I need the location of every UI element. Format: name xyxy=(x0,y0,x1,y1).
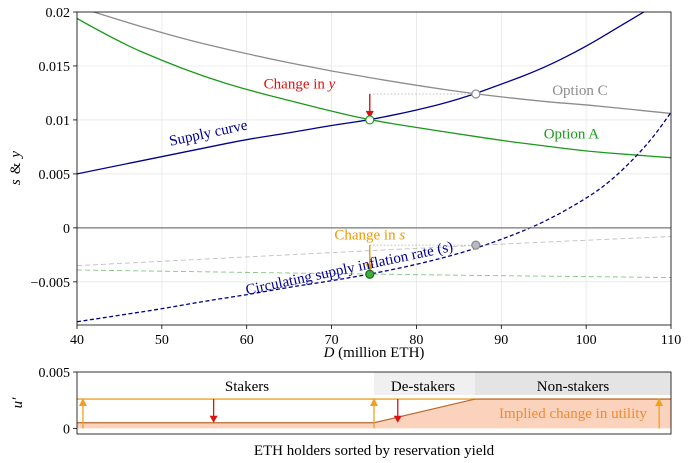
implied-change-label: Implied change in utility xyxy=(499,406,647,422)
option-a-label: Option A xyxy=(544,126,600,142)
main-chart: 40 50 60 70 80 90 100 110 −0.005 0 0.005 0.01 0.015 0… xyxy=(8,6,681,361)
change-in-y-prefix: Change in xyxy=(264,77,329,93)
utility-panel: 0 0.005 Stakers De-stakers Non-stakers Im… xyxy=(10,366,672,459)
change-in-s-label: Change in s xyxy=(334,228,405,244)
x-tick-label: 100 xyxy=(576,333,597,348)
series-option-c-counterpart-s xyxy=(77,236,671,267)
series-option-a-counterpart-s xyxy=(77,269,671,278)
series-circulating-supply-inflation-rate-s xyxy=(77,112,671,323)
point-equilibrium-c-y xyxy=(471,89,481,99)
de-stakers-label: De-stakers xyxy=(391,379,455,395)
x-tick-label: 50 xyxy=(155,333,169,348)
arrow-change-in-s xyxy=(365,245,374,273)
y-tick-label: −0.005 xyxy=(31,276,70,291)
x-tick-label: 60 xyxy=(240,333,254,348)
utility-y-tick-label: 0 xyxy=(63,422,70,437)
option-c-label: Option C xyxy=(552,83,607,99)
y-axis-label-s: s xyxy=(8,179,24,185)
y-axis-label-y: y xyxy=(8,151,24,160)
arrow-change-in-y xyxy=(365,94,374,119)
main-x-axis-unit: (million ETH) xyxy=(334,345,424,361)
y-axis-label-amp: & xyxy=(8,162,24,174)
x-tick-label: 40 xyxy=(70,333,84,348)
y-tick-label: 0.01 xyxy=(46,114,71,129)
utility-arrows xyxy=(78,398,664,429)
utility-regions xyxy=(77,372,671,395)
main-frame xyxy=(76,11,672,326)
change-in-y-label: Change in y xyxy=(264,77,336,93)
stakers-label: Stakers xyxy=(225,379,269,395)
main-plot-area xyxy=(77,12,671,325)
point-equilibrium-a-y xyxy=(365,115,375,125)
utility-y-axis-label: u′ xyxy=(10,397,26,409)
x-tick-label: 110 xyxy=(661,333,681,348)
main-y-axis-label: s & y xyxy=(8,151,24,186)
implied-change-area xyxy=(77,399,671,429)
main-ticks: 40 50 60 70 80 90 100 110 −0.005 0 0.005 0.01 0.015 0… xyxy=(31,6,682,348)
change-in-s-var: s xyxy=(399,228,405,244)
point-equilibrium-a-s xyxy=(365,269,375,279)
point-equilibrium-c-s xyxy=(471,240,481,250)
utility-after-line xyxy=(77,398,671,424)
region-non-stakers xyxy=(474,372,671,395)
series-option-c xyxy=(93,12,671,115)
y-tick-label: 0.015 xyxy=(39,60,71,75)
utility-frame xyxy=(76,371,672,435)
utility-x-axis-label: ETH holders sorted by reservation yield xyxy=(254,443,495,459)
utility-ticks: 0 0.005 xyxy=(39,366,77,437)
up-arrow-2 xyxy=(655,398,664,429)
up-arrow-0 xyxy=(78,398,87,429)
main-marks xyxy=(365,89,481,279)
y-tick-label: 0 xyxy=(63,222,70,237)
up-arrow-1 xyxy=(370,398,378,429)
down-arrow-1 xyxy=(393,399,402,423)
utility-y-tick-label: 0.005 xyxy=(39,366,71,381)
region-de-stakers xyxy=(374,372,475,395)
x-tick-label: 90 xyxy=(494,333,508,348)
change-in-y-var: y xyxy=(327,77,336,93)
main-x-axis-var: D xyxy=(323,345,335,361)
y-tick-label: 0.005 xyxy=(39,168,71,183)
main-x-axis-label: D (million ETH) xyxy=(323,345,425,361)
x-tick-label: 80 xyxy=(409,333,423,348)
x-tick-label: 70 xyxy=(325,333,339,348)
y-tick-label: 0.02 xyxy=(46,6,71,21)
down-arrow-0 xyxy=(209,399,218,423)
change-in-s-prefix: Change in xyxy=(334,228,399,244)
non-stakers-label: Non-stakers xyxy=(537,379,610,395)
region-stakers xyxy=(77,372,374,395)
